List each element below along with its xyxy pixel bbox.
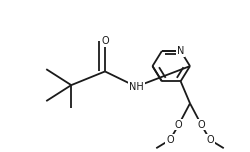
Text: O: O: [206, 135, 214, 145]
Text: O: O: [101, 36, 109, 46]
Text: N: N: [177, 46, 184, 56]
Text: O: O: [175, 120, 182, 130]
Text: O: O: [198, 120, 205, 130]
Text: NH: NH: [129, 82, 144, 92]
Text: O: O: [166, 135, 174, 145]
Text: O: O: [101, 36, 109, 46]
